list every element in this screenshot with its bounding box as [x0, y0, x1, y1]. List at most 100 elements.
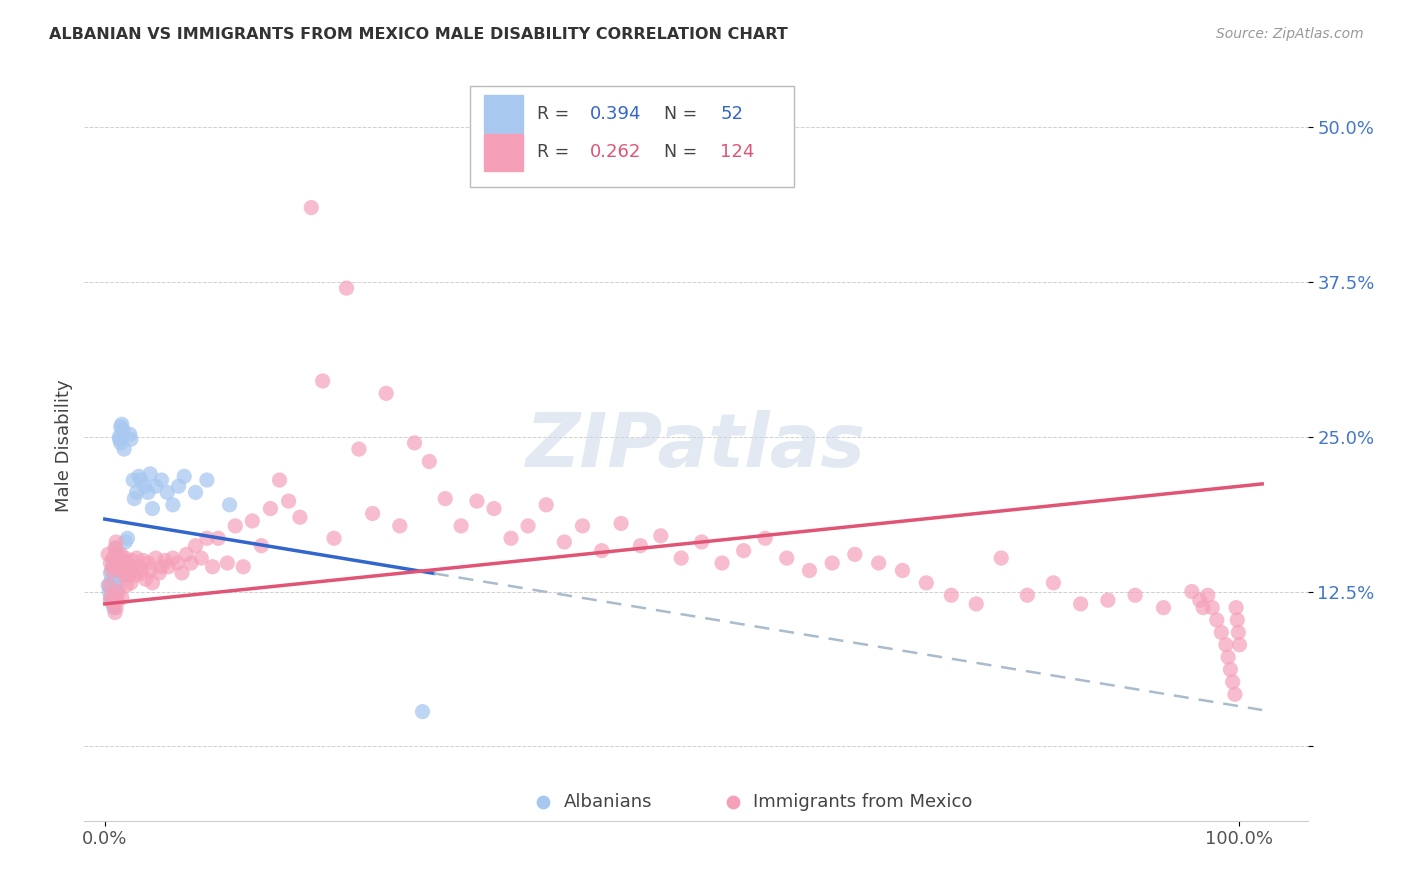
Point: [162, 551, 184, 566]
Point: [941, 588, 963, 602]
Point: [299, 201, 322, 215]
Point: [1192, 600, 1215, 615]
Point: [176, 547, 198, 561]
Point: [754, 531, 776, 545]
Point: [136, 485, 159, 500]
Point: [277, 494, 299, 508]
Point: [150, 473, 173, 487]
Point: [100, 591, 122, 605]
Point: [335, 281, 357, 295]
Point: [100, 588, 122, 602]
Point: [129, 566, 152, 580]
Point: [553, 535, 575, 549]
Point: [167, 479, 190, 493]
Point: [107, 572, 129, 586]
Point: [118, 559, 141, 574]
Text: Immigrants from Mexico: Immigrants from Mexico: [754, 793, 973, 811]
Point: [103, 553, 125, 567]
Point: [111, 553, 134, 567]
Point: [288, 510, 311, 524]
Point: [108, 432, 131, 446]
Point: [195, 473, 218, 487]
Bar: [484, 95, 523, 133]
Point: [232, 559, 254, 574]
Text: Albanians: Albanians: [564, 793, 652, 811]
Point: [100, 572, 122, 586]
Point: [610, 516, 633, 531]
Point: [434, 491, 457, 506]
Point: [104, 591, 127, 605]
Point: [821, 556, 844, 570]
Point: [117, 531, 139, 545]
Point: [224, 519, 246, 533]
Point: [1201, 600, 1223, 615]
Point: [97, 547, 120, 561]
Point: [105, 541, 128, 556]
Point: [141, 501, 163, 516]
Point: [153, 553, 176, 567]
Point: [1153, 600, 1175, 615]
Point: [122, 564, 145, 578]
Point: [482, 501, 505, 516]
Point: [1205, 613, 1227, 627]
Point: [1227, 625, 1250, 640]
Point: [650, 529, 672, 543]
Point: [250, 539, 273, 553]
Text: N =: N =: [654, 144, 703, 161]
Point: [100, 556, 122, 570]
Point: [112, 568, 135, 582]
Point: [120, 575, 142, 590]
Point: [139, 467, 162, 481]
Point: [105, 547, 128, 561]
Point: [120, 432, 142, 446]
Point: [103, 600, 125, 615]
Point: [184, 539, 207, 553]
Point: [844, 547, 866, 561]
Point: [404, 436, 426, 450]
Point: [1222, 674, 1244, 689]
Point: [100, 564, 122, 578]
Point: [990, 551, 1012, 566]
Point: [534, 498, 557, 512]
Point: [105, 578, 128, 592]
Text: Source: ZipAtlas.com: Source: ZipAtlas.com: [1216, 27, 1364, 41]
Point: [733, 543, 755, 558]
Point: [218, 498, 240, 512]
Point: [122, 473, 145, 487]
Point: [105, 535, 128, 549]
Point: [135, 572, 157, 586]
Point: [323, 531, 346, 545]
Point: [591, 543, 613, 558]
Point: [128, 469, 150, 483]
Point: [361, 507, 384, 521]
Point: [1218, 650, 1240, 665]
Point: [1097, 593, 1119, 607]
Point: [105, 547, 128, 561]
Point: [145, 551, 167, 566]
Point: [1017, 588, 1039, 602]
Point: [207, 531, 229, 545]
Point: [690, 535, 713, 549]
Point: [111, 559, 134, 574]
Point: [125, 485, 148, 500]
Point: [121, 553, 143, 567]
Point: [105, 593, 128, 607]
Point: [1070, 597, 1092, 611]
Point: [104, 606, 127, 620]
Point: [110, 547, 132, 561]
Point: [1229, 638, 1251, 652]
Point: [104, 556, 127, 570]
Text: 124: 124: [720, 144, 755, 161]
Point: [150, 559, 173, 574]
Point: [517, 519, 540, 533]
Point: [173, 469, 195, 483]
Point: [128, 559, 150, 574]
Point: [115, 578, 138, 592]
Point: [190, 551, 212, 566]
Bar: [484, 134, 523, 171]
Point: [110, 436, 132, 450]
Point: [1181, 584, 1204, 599]
Text: N =: N =: [654, 105, 703, 123]
Point: [1197, 588, 1219, 602]
Point: [465, 494, 488, 508]
